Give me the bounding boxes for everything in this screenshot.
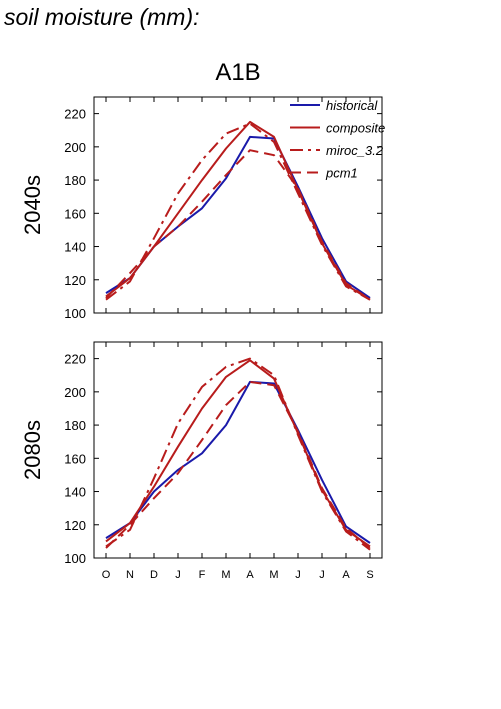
- panel-2080s: 100 120 140 160 180 200 220 O N D J F M A M J J A S 2080s: [20, 341, 383, 581]
- y-tick-label: 120: [64, 273, 86, 288]
- x-tick-label: O: [102, 569, 111, 581]
- plot-frame: [93, 96, 383, 314]
- series-line-miroc_3.2: [105, 357, 371, 551]
- y-tick-label: 140: [64, 485, 86, 500]
- y-tick-label: 220: [64, 352, 86, 367]
- legend-label-miroc_3.2: miroc_3.2: [326, 143, 384, 158]
- y-tick-label: 200: [64, 385, 86, 400]
- legend: historical composite miroc_3.2 pcm1: [290, 98, 385, 181]
- series-line-composite: [105, 359, 371, 548]
- y-tick-label: 120: [64, 518, 86, 533]
- x-tick-label: D: [150, 569, 158, 581]
- panel-2040s: 100 120 140 160 180 200 220 2040s historical comp…: [20, 96, 385, 321]
- series-line-historical: [105, 135, 371, 299]
- x-tick-label: M: [269, 569, 278, 581]
- page-title: soil moisture (mm):: [4, 4, 200, 30]
- y-tick-label: 180: [64, 173, 86, 188]
- x-tick-label: A: [246, 569, 254, 581]
- y-tick-label: 180: [64, 418, 86, 433]
- series-line-historical: [105, 380, 371, 544]
- plot-frame: [93, 341, 383, 559]
- x-tick-label: M: [221, 569, 230, 581]
- y-tick-label: 220: [64, 107, 86, 122]
- series-line-pcm1: [105, 149, 371, 301]
- legend-label-historical: historical: [326, 98, 378, 113]
- series-line-pcm1: [105, 380, 371, 549]
- y-tick-label: 200: [64, 140, 86, 155]
- y-tick-label: 100: [64, 306, 86, 321]
- y-tick-label: 100: [64, 551, 86, 566]
- scenario-label: A1B: [215, 59, 260, 86]
- x-tick-label: N: [126, 569, 134, 581]
- row-label-2040s: 2040s: [20, 175, 45, 235]
- y-tick-label: 160: [64, 451, 86, 466]
- y-tick-label: 160: [64, 206, 86, 221]
- y-tick-label: 140: [64, 240, 86, 255]
- x-tick-label: F: [199, 569, 206, 581]
- x-tick-label: J: [175, 569, 181, 581]
- x-tick-label: J: [319, 569, 325, 581]
- series-line-miroc_3.2: [105, 122, 371, 301]
- row-label-2080s: 2080s: [20, 420, 45, 480]
- x-tick-label: S: [366, 569, 373, 581]
- x-tick-label: A: [342, 569, 350, 581]
- legend-label-composite: composite: [326, 121, 385, 136]
- legend-label-pcm1: pcm1: [325, 166, 358, 181]
- x-tick-label: J: [295, 569, 301, 581]
